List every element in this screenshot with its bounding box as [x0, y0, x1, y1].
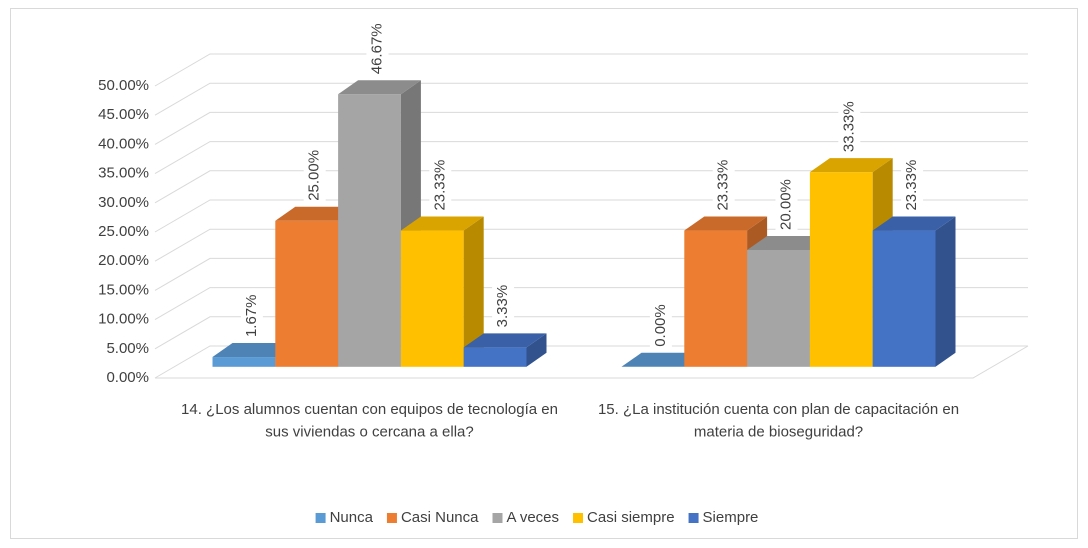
x-tick-label-line: 14. ¿Los alumnos cuentan con equipos de … [181, 401, 558, 418]
value-label-group: 3.33% [492, 280, 515, 330]
y-tick-label: 0.00% [106, 369, 149, 386]
value-label-group: 20.00% [775, 175, 798, 232]
bar [338, 94, 401, 367]
value-label: 1.67% [243, 295, 260, 338]
bar [872, 230, 936, 367]
value-label: 23.33% [903, 160, 920, 211]
value-label-bg [366, 19, 389, 77]
bar-top [275, 206, 359, 221]
value-label-group: 0.00% [649, 300, 672, 349]
legend-label: Casi Nunca [401, 509, 479, 526]
bar-side [935, 216, 956, 367]
value-label-bg [775, 175, 798, 232]
x-tick-label-line: sus viviendas o cercana a ella? [265, 423, 473, 440]
value-label-group: 23.33% [901, 155, 924, 213]
value-label: 23.33% [431, 160, 448, 211]
value-label: 0.00% [652, 304, 669, 347]
grid-line [154, 170, 1028, 204]
value-label-group: 1.67% [240, 290, 263, 340]
grid-line [154, 199, 1028, 233]
legend-label: A veces [506, 509, 559, 526]
value-label-bg [838, 97, 861, 155]
bar [275, 220, 339, 367]
y-tick-label: 5.00% [106, 340, 149, 357]
value-label: 25.00% [306, 150, 323, 201]
y-tick-label: 20.00% [98, 252, 149, 269]
x-tick-label-line: materia de bioseguridad? [694, 423, 863, 440]
value-label-group: 25.00% [303, 145, 326, 203]
value-label-bg [901, 155, 924, 213]
value-label-bg [240, 290, 263, 340]
bar-top [463, 333, 547, 348]
grid-line [154, 111, 1028, 145]
value-label: 20.00% [777, 179, 794, 230]
bar [212, 357, 276, 367]
value-label-group: 23.33% [429, 155, 452, 213]
y-tick-label: 15.00% [98, 281, 149, 298]
legend-label: Siempre [703, 509, 759, 526]
value-label-bg [492, 280, 515, 330]
value-label: 46.67% [368, 23, 385, 74]
bar-top [338, 80, 421, 95]
legend-label: Casi siempre [587, 509, 675, 526]
bar [809, 172, 873, 367]
legend-swatch [573, 513, 584, 523]
y-tick-label: 45.00% [98, 106, 149, 123]
x-tick-label: 14. ¿Los alumnos cuentan con equipos de … [181, 401, 558, 441]
y-tick-label: 40.00% [98, 135, 149, 152]
legend-swatch [492, 513, 503, 523]
bar-top [747, 236, 830, 250]
y-tick-label: 50.00% [98, 77, 149, 94]
legend-swatch [386, 513, 397, 523]
legend-swatch [688, 513, 699, 523]
value-label-group: 33.33% [838, 97, 861, 155]
value-label-bg [303, 145, 326, 203]
grid-line [154, 141, 1028, 175]
floor-edge [155, 345, 1029, 379]
bar-top [621, 352, 705, 367]
value-label-group: 46.67% [366, 19, 389, 77]
value-label-bg [649, 300, 672, 349]
bar-side [463, 216, 484, 367]
grid-line [154, 82, 1028, 116]
y-tick-label: 30.00% [98, 194, 149, 211]
bar-top [872, 216, 956, 231]
bar [747, 250, 810, 367]
value-label: 23.33% [715, 160, 732, 211]
legend-swatch [315, 513, 326, 523]
bar [463, 347, 527, 367]
value-label-bg [712, 155, 735, 213]
grid-line [154, 53, 1028, 87]
bar [684, 230, 748, 367]
value-label: 3.33% [494, 285, 511, 328]
bar-side [526, 333, 547, 367]
y-tick-label: 10.00% [98, 311, 149, 328]
y-tick-label: 25.00% [98, 223, 149, 240]
y-tick-label: 35.00% [98, 165, 149, 182]
value-label-group: 23.33% [712, 155, 735, 213]
value-label: 33.33% [840, 101, 857, 152]
bar-top [809, 158, 893, 173]
x-tick-label: 15. ¿La institución cuenta con plan de c… [598, 401, 959, 441]
bar-top [400, 216, 484, 231]
bar [400, 230, 464, 367]
bar-top [212, 343, 296, 358]
legend-label: Nunca [330, 509, 374, 526]
value-label-bg [429, 155, 452, 213]
bar-top [684, 216, 768, 231]
x-tick-label-line: 15. ¿La institución cuenta con plan de c… [598, 401, 959, 418]
